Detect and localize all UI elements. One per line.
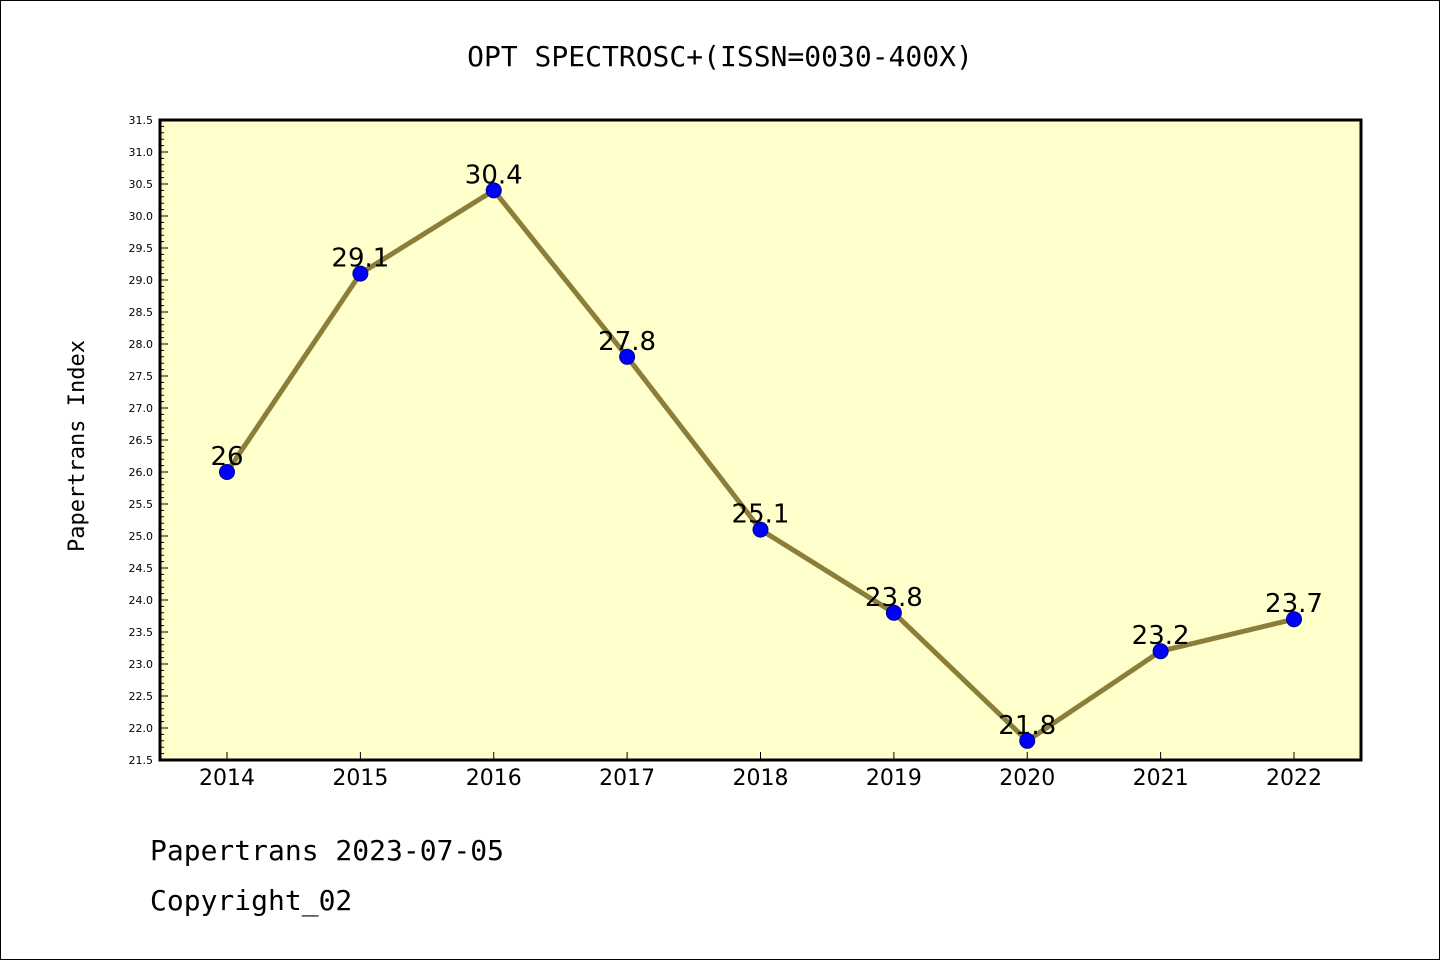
x-tick-label: 2014 [199,766,255,791]
x-tick-label: 2019 [866,766,922,791]
y-tick-label: 26.5 [129,434,154,447]
data-label-2019: 23.8 [865,583,923,613]
x-tick-label: 2015 [332,766,388,791]
data-point-2016 [485,182,502,199]
data-label-2018: 25.1 [732,500,790,530]
y-tick-label: 27.0 [129,402,154,415]
x-tick-label: 2022 [1266,766,1322,791]
x-tick-label: 2016 [466,766,522,791]
data-point-2018 [752,521,769,538]
x-tick-label: 2018 [733,766,789,791]
chart-title: OPT SPECTROSC+(ISSN=0030-400X) [467,40,973,73]
plot-area [160,120,1361,760]
y-tick-label: 22.5 [129,690,154,703]
data-point-2015 [352,265,369,282]
plot-border [158,118,1363,762]
data-point-2019 [885,604,902,621]
series-layer [219,182,1302,749]
x-tick-label: 2020 [999,766,1055,791]
data-label-2016: 30.4 [465,160,523,190]
data-point-2014 [219,464,235,480]
y-tick-label: 22.0 [129,722,154,735]
data-label-2015: 29.1 [331,244,389,274]
data-point-2022 [1286,611,1302,628]
data-label-2021: 23.2 [1132,621,1190,651]
data-point-2020 [1019,732,1036,749]
y-tick-label: 26.0 [129,466,154,479]
y-tick-label: 24.0 [129,594,154,607]
y-tick-label: 23.0 [129,658,154,671]
y-tick-label: 28.5 [129,306,154,319]
y-axis-label: Papertrans Index [65,340,90,552]
y-tick-label: 21.5 [129,754,154,767]
y-tick-label: 29.0 [129,274,154,287]
y-tick-label: 25.5 [129,498,154,511]
y-tick-label: 31.5 [129,114,154,127]
y-tick-label: 24.5 [129,562,154,575]
footer-copyright: Copyright_02 [150,884,353,917]
data-point-2021 [1152,643,1169,660]
y-tick-label: 30.0 [129,210,154,223]
x-tick-label: 2017 [599,766,655,791]
footer-date: Papertrans 2023-07-05 [150,834,505,867]
y-tick-label: 27.5 [129,370,154,383]
data-labels-layer: 26 29.1 30.4 27.8 25.1 23.8 21.8 23.2 23.7 [210,160,1322,740]
data-label-2014: 26 [210,442,243,472]
y-tick-label: 23.5 [129,626,154,639]
y-tick-label: 25.0 [129,530,154,543]
data-label-2017: 27.8 [598,327,656,357]
y-tick-label: 31.0 [129,146,154,159]
y-tick-label: 29.5 [129,242,154,255]
y-axis-ticks: 21.5 22.0 22.5 23.0 23.5 24.0 24.5 25.0 25.5 26.0… [129,114,168,767]
data-label-2020: 21.8 [998,711,1056,741]
x-axis-ticks: 2014 2015 2016 2017 2018 2019 2020 2021 2022 [199,752,1322,791]
x-tick-label: 2021 [1133,766,1189,791]
data-point-2017 [619,348,636,365]
data-label-2022: 23.7 [1265,589,1323,619]
y-tick-label: 28.0 [129,338,154,351]
y-tick-label: 30.5 [129,178,154,191]
